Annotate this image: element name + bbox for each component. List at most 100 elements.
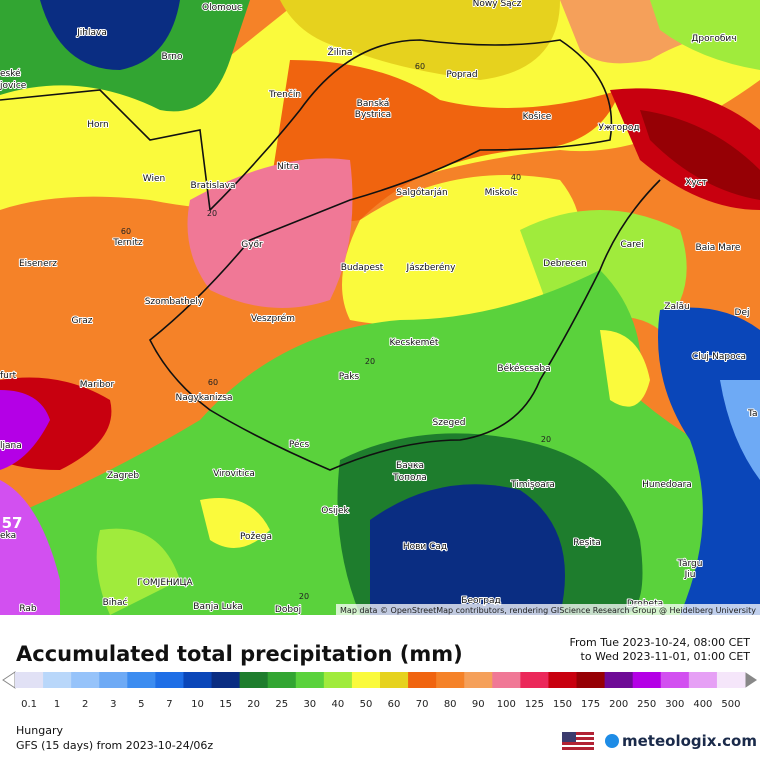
legend-label: 500: [721, 699, 740, 710]
legend-swatch: [155, 672, 184, 688]
legend-label: 15: [219, 699, 232, 710]
city-label: Ternitz: [112, 238, 143, 248]
legend-swatch: [127, 672, 156, 688]
city-label: Hunedoara: [642, 480, 692, 490]
city-label: Jászberény: [406, 262, 457, 273]
legend-label: 70: [416, 699, 429, 710]
legend-swatch: [604, 672, 634, 688]
legend-label: 40: [332, 699, 345, 710]
city-label: Carei: [620, 240, 643, 250]
city-label: Wien: [143, 174, 165, 184]
city-label: Jihlava: [76, 28, 107, 38]
legend-label: 90: [472, 699, 485, 710]
legend-label: 300: [665, 699, 684, 710]
city-label: Olomouc: [202, 3, 242, 13]
legend-swatch: [211, 672, 241, 688]
contour-label: 20: [207, 209, 217, 218]
city-label: Zalău: [664, 302, 689, 312]
city-label: Bratislava: [191, 181, 236, 191]
legend-swatch: [351, 672, 381, 688]
city-label: Košice: [523, 111, 552, 122]
legend-swatch: [464, 672, 493, 688]
legend-swatch: [520, 672, 549, 688]
model-run: GFS (15 days) from 2023-10-24/06z: [16, 739, 213, 752]
legend-swatch: [71, 672, 100, 688]
city-label: Győr: [241, 240, 263, 250]
map: Olomouc Nowy Sącz Jihlava Дрогобич Žilin…: [0, 0, 760, 616]
legend-label: 2: [82, 699, 88, 710]
city-label: Szombathely: [145, 297, 204, 307]
city-label: Pécs: [289, 439, 310, 450]
legend-swatch: [660, 672, 690, 688]
map-text: Olomouc Nowy Sącz Jihlava Дрогобич Žilin…: [0, 0, 759, 616]
city-label: Budapest: [341, 263, 384, 273]
city-label: Virovitica: [213, 469, 255, 479]
city-label: Požega: [240, 532, 272, 542]
legend-swatch: [183, 672, 213, 688]
legend-swatch: [323, 672, 353, 688]
legend-label: 20: [247, 699, 260, 710]
city-label: ljana: [0, 441, 22, 451]
legend-swatch: [408, 672, 437, 688]
legend-swatch: [576, 672, 606, 688]
legend-label: 60: [388, 699, 401, 710]
city-label: Dej: [735, 308, 750, 318]
city-label: Нови Сад: [403, 542, 447, 552]
contour-label: 20: [299, 592, 309, 601]
city-label: Banja Luka: [193, 602, 242, 612]
city-label: Târgu: [677, 559, 703, 569]
legend-label: 1: [54, 699, 60, 710]
city-label: Kecskemét: [390, 337, 439, 348]
legend-label: 10: [191, 699, 204, 710]
city-label: Reșita: [573, 538, 601, 548]
date-from: From Tue 2023-10-24, 08:00 CET: [569, 636, 750, 649]
legend-swatch: [380, 672, 409, 688]
city-label: Banská: [357, 99, 390, 109]
legend-swatch: [43, 672, 72, 688]
flag: [562, 732, 594, 750]
legend-label: 250: [637, 699, 656, 710]
legend-label: 30: [303, 699, 316, 710]
title: Accumulated total precipitation (mm): [16, 642, 463, 666]
city-label: Žilina: [328, 46, 353, 58]
attribution: Map data © OpenStreetMap contributors, r…: [340, 606, 756, 615]
contour-label: 60: [208, 378, 218, 387]
city-label: Osijek: [321, 506, 349, 516]
city-label: Veszprém: [251, 313, 295, 324]
brand[interactable]: meteologix.com: [622, 732, 757, 750]
city-label: Bihać: [103, 597, 128, 608]
city-label: Cluj-Napoca: [692, 352, 746, 362]
city-label: Doboj: [275, 605, 301, 615]
legend-swatch: [295, 672, 325, 688]
contour-label: 40: [511, 173, 521, 182]
city-label: eka: [0, 531, 16, 541]
legend-swatch: [239, 672, 269, 688]
city-label: eské: [0, 68, 21, 79]
legend-label: 200: [609, 699, 628, 710]
city-label: Baia Mare: [696, 243, 741, 253]
legend-label: 0.1: [21, 699, 37, 710]
contour-label: 20: [541, 435, 551, 444]
city-label: Debrecen: [543, 259, 586, 269]
city-label: Miskolc: [485, 188, 518, 198]
date-to: to Wed 2023-11-01, 01:00 CET: [581, 650, 751, 663]
legend-swatch: [99, 672, 128, 688]
city-label: Timișoara: [510, 480, 555, 490]
city-label: Graz: [72, 316, 93, 326]
legend-swatch: [632, 672, 662, 688]
city-label: Jiu: [684, 570, 696, 580]
contour-label: 57: [2, 514, 23, 532]
city-label: Bystrica: [355, 110, 391, 120]
city-label: Brno: [162, 52, 183, 62]
city-label: Poprad: [446, 70, 477, 80]
legend-label: 150: [553, 699, 572, 710]
city-label: Békéscsaba: [497, 363, 550, 374]
city-label: Horn: [87, 120, 109, 130]
city-label: Eisenerz: [19, 259, 57, 269]
legend-swatch: [688, 672, 718, 688]
legend: 0.1 1 2 3 5 7 10 15 20 25 30 40 50 60 70 80 90 100 125 150 1…: [2, 671, 757, 710]
legend-label: 80: [444, 699, 457, 710]
region: Hungary: [16, 724, 63, 737]
